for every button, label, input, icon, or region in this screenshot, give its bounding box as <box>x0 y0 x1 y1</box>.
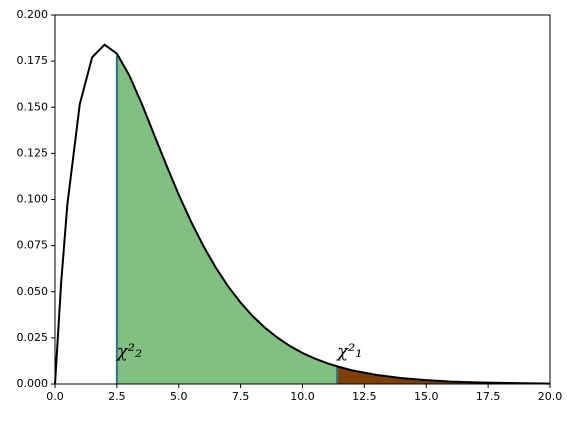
x-tick-label: 17.5 <box>476 390 501 403</box>
x-tick-label: 5.0 <box>170 390 188 403</box>
y-tick-label: 0.000 <box>17 377 49 390</box>
y-tick-label: 0.050 <box>17 285 49 298</box>
y-tick-label: 0.100 <box>17 193 49 206</box>
region-label: χ²₂ <box>115 341 142 362</box>
y-tick-label: 0.075 <box>17 239 49 252</box>
x-tick-label: 0.0 <box>46 390 64 403</box>
x-tick-label: 12.5 <box>352 390 377 403</box>
shaded-region <box>116 53 338 385</box>
x-tick-label: 20.0 <box>538 390 563 403</box>
y-tick-label: 0.025 <box>17 331 49 344</box>
y-tick-label: 0.200 <box>17 8 49 21</box>
x-tick-label: 15.0 <box>414 390 439 403</box>
region-label: χ²₁ <box>335 341 362 362</box>
y-tick-label: 0.150 <box>17 100 49 113</box>
curve <box>54 43 551 385</box>
x-tick-label: 10.0 <box>290 390 315 403</box>
y-tick-label: 0.175 <box>17 54 49 67</box>
x-tick-label: 7.5 <box>232 390 250 403</box>
y-tick-label: 0.125 <box>17 146 49 159</box>
shaded-region <box>337 366 550 384</box>
x-tick-label: 2.5 <box>108 390 126 403</box>
